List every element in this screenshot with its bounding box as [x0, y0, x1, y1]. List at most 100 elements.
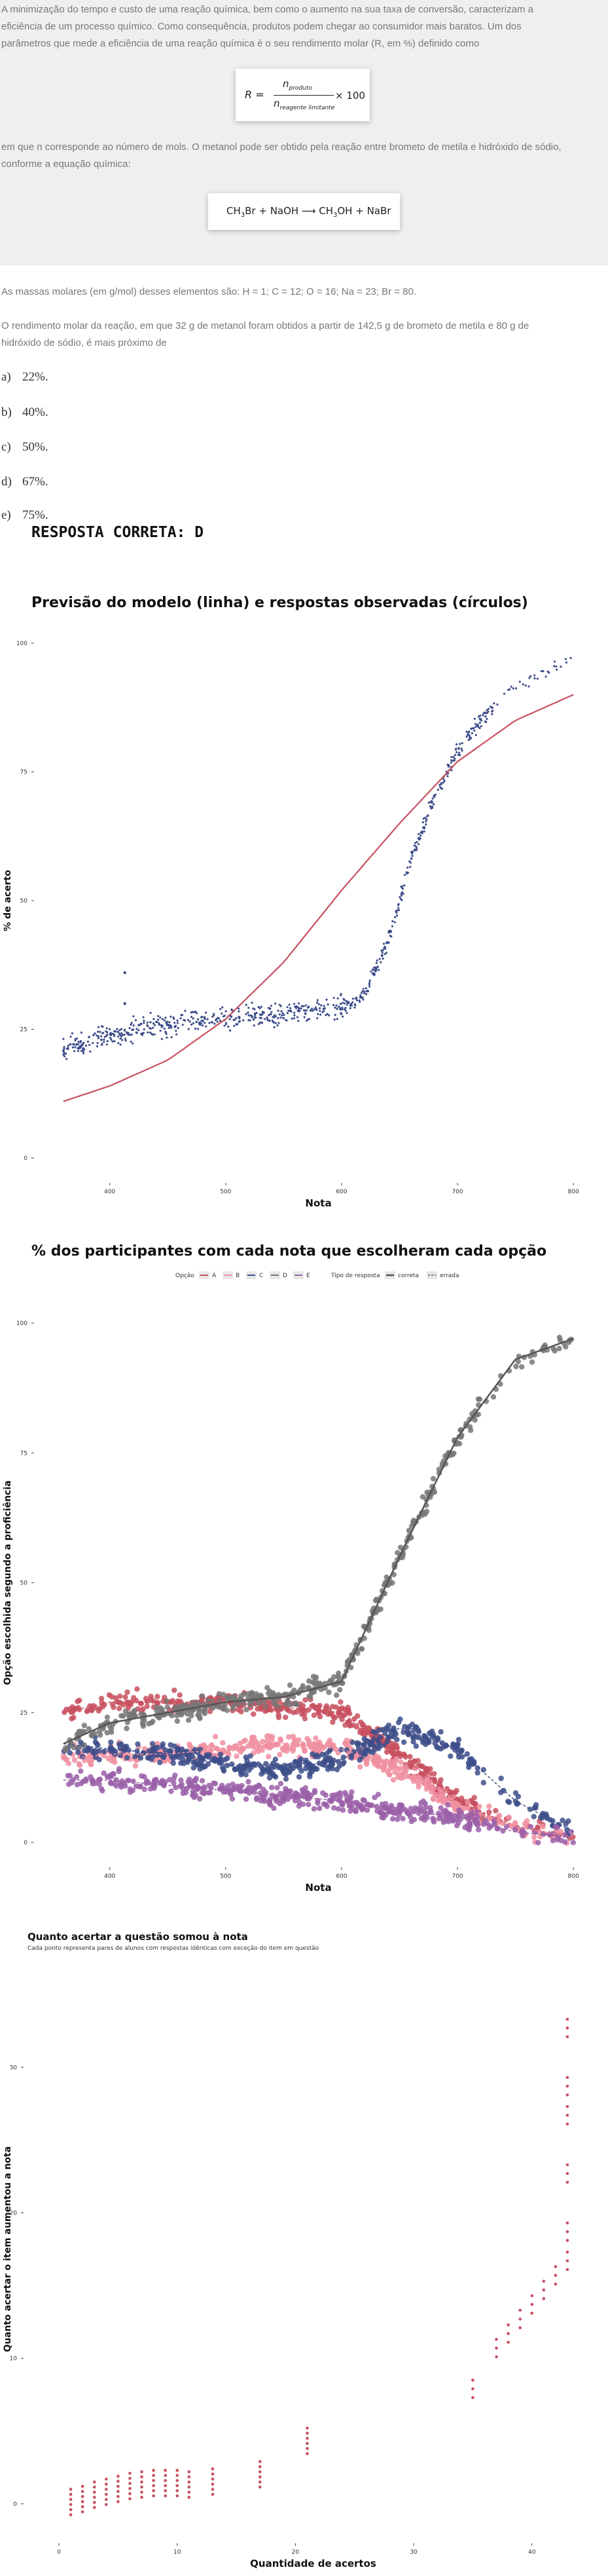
- chart2-point-B: [237, 1740, 243, 1746]
- chart3-point: [80, 2500, 84, 2503]
- option-c[interactable]: c) 50%.: [1, 440, 48, 454]
- chart2-point-D: [557, 1337, 563, 1343]
- chart2-point-E: [331, 1805, 337, 1811]
- chart1-observed-point: [478, 721, 481, 724]
- chart2-point-C: [67, 1749, 73, 1756]
- chart1-observed-point: [187, 1028, 190, 1030]
- chart3-point: [258, 2465, 262, 2469]
- chart1-observed-point: [344, 1009, 347, 1012]
- chart2-point-A: [235, 1707, 241, 1713]
- chart3-point: [187, 2485, 191, 2489]
- chart2-point-C: [416, 1728, 422, 1735]
- chart2-point-A: [493, 1808, 499, 1814]
- option-b[interactable]: b) 40%.: [1, 405, 48, 419]
- chart2-point-E: [340, 1807, 346, 1813]
- chart1-observed-point: [79, 1041, 82, 1044]
- chart1-observed-point: [245, 1013, 247, 1015]
- chart1-observed-point: [315, 1007, 317, 1010]
- chart1-observed-point: [371, 968, 374, 971]
- chart2-point-E: [190, 1791, 196, 1797]
- chart2-point-E: [199, 1778, 206, 1784]
- chart1-observed-point: [384, 953, 386, 956]
- chart1-observed-point: [350, 1003, 353, 1005]
- chart2-point-D: [310, 1673, 317, 1679]
- chart3-point: [152, 2469, 155, 2472]
- chart2-point-C: [338, 1747, 344, 1753]
- chart3-point: [258, 2485, 262, 2489]
- chart2-point-A: [302, 1715, 308, 1722]
- chart3-point: [140, 2495, 143, 2499]
- chart1-model-line: [63, 694, 574, 1102]
- chart1-observed-point: [204, 1021, 206, 1024]
- chart1-observed-point: [368, 979, 371, 982]
- chart3-point: [128, 2497, 132, 2501]
- option-d[interactable]: d) 67%.: [1, 475, 48, 489]
- chart1-observed-point: [403, 874, 406, 876]
- chart3-point: [187, 2475, 191, 2478]
- chart1-observed-point: [263, 1018, 266, 1020]
- chart1-observed-point: [368, 981, 371, 984]
- chart1-observed-point: [293, 1017, 296, 1020]
- chart1-observed-point: [88, 1043, 91, 1046]
- chart3-point: [187, 2495, 191, 2499]
- chart1-observed-point: [73, 1050, 76, 1053]
- chart2-point-C: [335, 1759, 342, 1764]
- chart1-observed-point: [233, 1024, 236, 1027]
- chart3-point: [92, 2480, 96, 2484]
- chart2-legend-label-correct: correta: [398, 1273, 419, 1279]
- chart3-point: [128, 2471, 132, 2475]
- chart1-observed-point: [63, 1052, 66, 1055]
- chart1-observed-point: [124, 1039, 127, 1042]
- chart2-point-C: [271, 1772, 277, 1779]
- chart2-point-E: [465, 1812, 472, 1818]
- option-e[interactable]: e) 75%.: [1, 508, 48, 522]
- chart2-point-A: [459, 1795, 465, 1801]
- chart1-observed-point: [354, 997, 357, 1000]
- chart2-point-B: [327, 1737, 333, 1744]
- chart2-point-C: [162, 1747, 169, 1753]
- chart2-point-E: [229, 1796, 236, 1802]
- chart2-point-B: [239, 1745, 245, 1751]
- chart1-observed-point: [267, 1007, 270, 1009]
- chart2-point-E: [245, 1779, 251, 1785]
- chart1-observed-point: [271, 1019, 274, 1022]
- chart1-observed-point: [120, 1035, 122, 1037]
- option-a[interactable]: a) 22%.: [1, 370, 48, 384]
- chart3-point: [187, 2470, 191, 2474]
- chart1-observed-point: [433, 795, 436, 798]
- chart1-observed-point: [474, 726, 477, 728]
- question-panel: A minimização do tempo e custo de uma re…: [0, 0, 608, 265]
- chart3-point: [128, 2476, 132, 2480]
- chart1-observed-point: [74, 1046, 77, 1049]
- chart1-observed-point: [113, 1030, 116, 1033]
- chart3-point: [175, 2489, 179, 2493]
- chart2-point-C: [170, 1760, 176, 1766]
- chart1-observed-point: [96, 1034, 98, 1037]
- chart2-point-E: [65, 1782, 72, 1787]
- chart2-point-E: [423, 1804, 429, 1810]
- chart2-point-E: [445, 1802, 451, 1808]
- chart2-point-B: [540, 1823, 546, 1830]
- chart1-observed-point: [363, 990, 366, 993]
- chart2-point-A: [207, 1708, 213, 1715]
- chart2-point-D: [249, 1700, 255, 1707]
- chart1-observed-point: [338, 1005, 340, 1008]
- chart1-observed-point: [143, 1028, 145, 1031]
- chart1-observed-point: [411, 852, 414, 855]
- chart2-point-E: [127, 1789, 134, 1795]
- chart2-point-C: [135, 1741, 141, 1747]
- chart3-point: [69, 2488, 73, 2491]
- chart1-observed-point: [253, 1024, 255, 1027]
- chart1-observed-point: [74, 1037, 77, 1041]
- chart3-point: [306, 2431, 309, 2435]
- chart2-point-A: [177, 1692, 183, 1698]
- chart2-point-C: [219, 1764, 226, 1770]
- chart3-point: [542, 2279, 546, 2283]
- chart1-observed-point: [71, 1046, 74, 1049]
- chart1-observed-point: [110, 1038, 113, 1041]
- chart1-observed-point: [315, 1001, 319, 1004]
- chart2-point-A: [75, 1705, 81, 1711]
- chart2-point-D: [312, 1681, 317, 1687]
- chart1-observed-point: [380, 961, 382, 963]
- chart3-point: [211, 2488, 215, 2491]
